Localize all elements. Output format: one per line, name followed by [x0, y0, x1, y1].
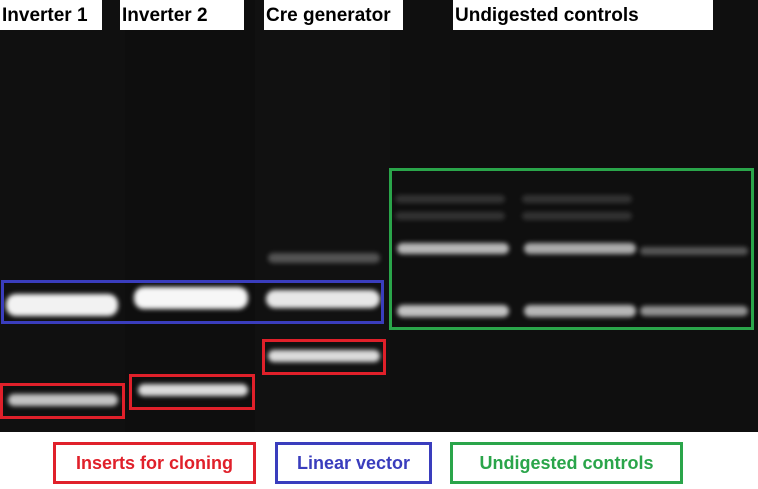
lane-label-inverter-2: Inverter 2 — [120, 0, 244, 30]
gel-band — [395, 195, 505, 203]
gel-band — [522, 195, 632, 203]
gel-band — [524, 305, 636, 317]
gel-band — [640, 306, 748, 316]
lane-stripe — [0, 0, 125, 432]
lane-label-undigested-controls: Undigested controls — [453, 0, 713, 30]
gel-band — [8, 394, 118, 406]
gel-band — [138, 384, 248, 396]
gel-band — [268, 350, 380, 362]
legend-inserts: Inserts for cloning — [53, 442, 256, 484]
gel-band — [134, 287, 248, 309]
gel-band — [640, 247, 748, 255]
gel-band — [6, 294, 118, 316]
gel-band — [268, 253, 380, 263]
vector-box — [1, 280, 384, 324]
gel-band — [395, 212, 505, 220]
gel-band — [397, 243, 509, 254]
controls-box — [389, 168, 754, 330]
gel-band — [266, 290, 380, 308]
gel-band — [524, 243, 636, 254]
lane-stripe — [390, 0, 758, 432]
legend-controls: Undigested controls — [450, 442, 683, 484]
insert-box-2 — [129, 374, 255, 410]
lane-stripe — [125, 0, 255, 432]
lane-label-cre-generator: Cre generator — [264, 0, 403, 30]
gel-band — [522, 212, 632, 220]
insert-box-1 — [0, 383, 125, 419]
legend-vector: Linear vector — [275, 442, 432, 484]
insert-box-3 — [262, 339, 386, 375]
gel-band — [397, 305, 509, 317]
gel-image: Inverter 1 Inverter 2 Cre generator Undi… — [0, 0, 758, 432]
lane-label-inverter-1: Inverter 1 — [0, 0, 102, 30]
